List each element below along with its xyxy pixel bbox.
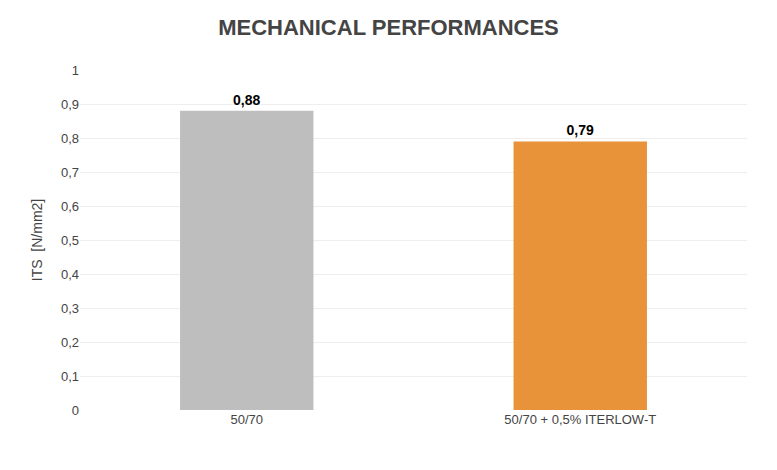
- svg-text:ITS [N/mm2]: ITS [N/mm2]: [29, 199, 45, 281]
- svg-text:0,9: 0,9: [61, 97, 79, 112]
- svg-text:50/70 + 0,5% ITERLOW-T: 50/70 + 0,5% ITERLOW-T: [504, 412, 656, 427]
- svg-text:0,5: 0,5: [61, 233, 79, 248]
- svg-text:0,8: 0,8: [61, 131, 79, 146]
- svg-text:50/70: 50/70: [230, 412, 263, 427]
- svg-text:1: 1: [72, 63, 79, 78]
- svg-text:0: 0: [72, 403, 79, 418]
- svg-text:0,1: 0,1: [61, 369, 79, 384]
- svg-text:0,6: 0,6: [61, 199, 79, 214]
- svg-text:0,3: 0,3: [61, 301, 79, 316]
- svg-text:0,4: 0,4: [61, 267, 79, 282]
- svg-text:0,2: 0,2: [61, 335, 79, 350]
- svg-text:MECHANICAL PERFORMANCES: MECHANICAL PERFORMANCES: [218, 15, 559, 40]
- svg-text:0,79: 0,79: [567, 122, 594, 138]
- svg-text:0,7: 0,7: [61, 165, 79, 180]
- svg-text:0,88: 0,88: [233, 92, 260, 108]
